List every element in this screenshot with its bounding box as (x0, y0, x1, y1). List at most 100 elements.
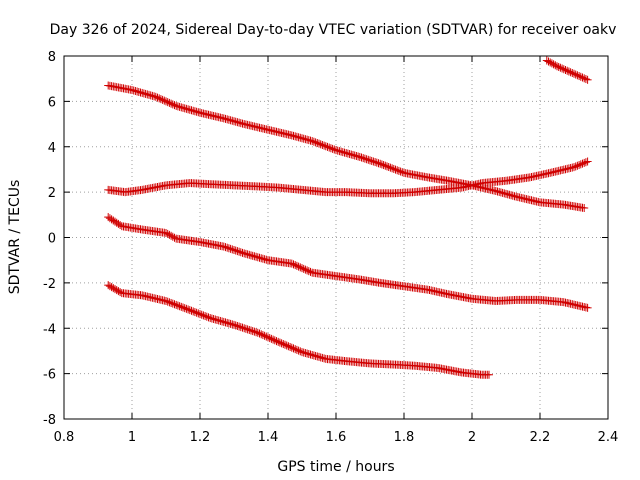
data-point-marker (564, 67, 573, 76)
data-point-marker (381, 161, 390, 170)
data-point-marker (197, 310, 206, 319)
x-tick-label: 2.2 (530, 430, 551, 445)
data-point-marker (170, 300, 179, 309)
data-point-marker (190, 308, 199, 317)
data-point-marker (163, 297, 172, 306)
data-point-marker (289, 344, 298, 353)
data-point-marker (165, 98, 174, 107)
data-point-marker (580, 74, 589, 83)
data-point-marker (364, 155, 373, 164)
x-tick-label: 2 (468, 430, 476, 445)
data-point-marker (376, 159, 385, 168)
data-point-marker (547, 59, 556, 68)
data-point-marker (167, 298, 176, 307)
x-tick-label: 2.4 (598, 430, 619, 445)
data-point-marker (320, 141, 329, 150)
data-point-marker (116, 288, 125, 297)
data-point-marker (282, 341, 291, 350)
data-point-marker (386, 163, 395, 172)
data-point-marker (366, 156, 374, 165)
data-point-marker (553, 62, 561, 71)
data-point-marker (179, 303, 187, 312)
data-point-marker (279, 340, 288, 349)
data-point-marker (369, 157, 378, 166)
data-point-marker (250, 327, 259, 336)
data-point-marker (570, 69, 578, 78)
y-tick-label: 8 (48, 50, 56, 65)
data-point-marker (111, 217, 119, 226)
data-point-marker (194, 309, 203, 318)
data-point-marker (291, 261, 300, 270)
data-point-marker (116, 221, 125, 230)
data-point-marker (258, 331, 267, 340)
data-point-marker (394, 166, 403, 175)
data-point-marker (236, 323, 245, 332)
series-3 (104, 213, 592, 312)
data-point-marker (233, 321, 242, 330)
data-point-marker (270, 336, 279, 345)
data-point-marker (255, 329, 264, 338)
data-point-marker (559, 65, 568, 74)
data-point-marker (275, 338, 284, 347)
data-point-marker (281, 340, 289, 349)
data-point-marker (576, 160, 585, 169)
data-point-marker (289, 260, 298, 269)
data-point-marker (247, 326, 255, 335)
data-point-marker (202, 312, 211, 321)
data-point-marker (265, 334, 274, 343)
data-point-marker (199, 311, 208, 320)
data-point-marker (576, 72, 585, 81)
data-point-marker (359, 154, 368, 163)
data-point-marker (581, 158, 590, 167)
data-point-marker (566, 68, 575, 77)
data-point-marker (383, 162, 391, 171)
data-point-marker (104, 281, 113, 290)
data-point-marker (221, 243, 230, 252)
data-point-marker (158, 95, 167, 104)
x-tick-label: 0.8 (54, 430, 75, 445)
data-point-marker (231, 246, 240, 255)
data-point-marker (201, 312, 210, 321)
data-point-marker (260, 331, 269, 340)
data-point-marker (294, 262, 303, 271)
y-tick-label: 4 (48, 141, 56, 156)
data-point-marker (544, 57, 553, 66)
data-point-marker (287, 343, 296, 352)
data-point-marker (109, 216, 118, 225)
data-point-marker (391, 165, 400, 174)
data-point-marker (107, 215, 116, 224)
data-point-marker (583, 157, 592, 166)
data-point-marker (230, 245, 238, 254)
data-point-marker (167, 99, 176, 108)
data-point-marker (162, 297, 170, 306)
data-point-marker (315, 139, 323, 148)
data-point-marker (192, 308, 201, 317)
data-point-marker (398, 168, 407, 177)
data-point-marker (163, 98, 172, 107)
data-point-marker (153, 93, 162, 102)
data-point-marker (578, 73, 587, 82)
y-tick-label: -2 (43, 277, 56, 292)
data-point-marker (112, 218, 121, 227)
data-series (104, 56, 592, 379)
data-point-marker (172, 300, 181, 309)
data-point-marker (561, 65, 570, 74)
data-point-marker (554, 62, 563, 71)
data-point-marker (360, 154, 369, 163)
data-point-marker (177, 302, 186, 311)
x-tick-label: 1.4 (258, 430, 279, 445)
y-tick-label: -8 (43, 413, 56, 428)
x-tick-label: 1.2 (190, 430, 211, 445)
data-point-marker (287, 259, 296, 268)
data-point-marker (377, 160, 386, 169)
data-point-marker (165, 298, 174, 307)
data-point-marker (575, 161, 584, 170)
data-point-marker (109, 284, 118, 293)
grid (64, 56, 608, 419)
data-point-marker (298, 264, 306, 273)
data-point-marker (112, 286, 121, 295)
data-point-marker (309, 137, 318, 146)
data-point-marker (323, 142, 332, 151)
data-point-marker (182, 304, 191, 313)
data-point-marker (105, 282, 114, 291)
